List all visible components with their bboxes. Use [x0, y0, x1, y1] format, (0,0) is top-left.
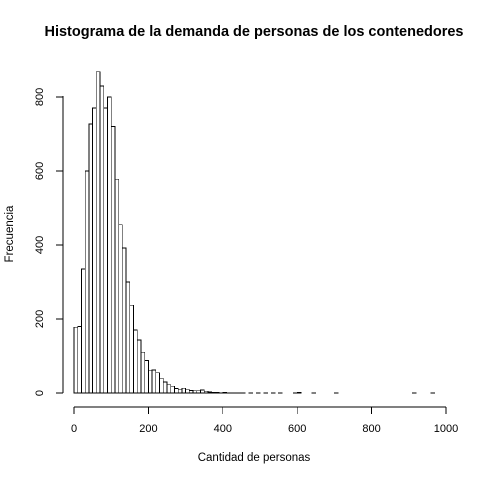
- histogram-bar-1: [77, 326, 82, 394]
- histogram-bar-33: [196, 390, 201, 394]
- x-tick-label-0: 0: [71, 423, 77, 435]
- histogram-bar-20: [148, 370, 153, 394]
- histogram-bar-15: [129, 304, 134, 394]
- histogram-bar-40: [222, 391, 227, 394]
- histogram-bar-36: [207, 391, 213, 394]
- histogram-bar-10: [110, 126, 116, 394]
- y-axis-label: Frecuencia: [4, 205, 16, 262]
- y-axis-ticks: 0 200 400 600 800: [34, 88, 63, 396]
- histogram-bar-7: [99, 85, 105, 394]
- histogram-bar-28: [177, 388, 183, 394]
- x-tick-label-5: 1000: [434, 423, 458, 435]
- histogram-bar-18: [140, 351, 146, 394]
- histogram-bar-16: [133, 329, 138, 394]
- x-axis-ticks: 0 200 400 600 800 1000: [71, 407, 458, 435]
- y-tick-label-2: 400: [34, 236, 46, 254]
- histogram-bars: [73, 71, 436, 394]
- x-tick-label-2: 400: [214, 423, 232, 435]
- histogram-bar-8: [103, 107, 108, 394]
- x-axis-label: Cantidad de personas: [198, 452, 311, 464]
- histogram-bar-4: [88, 123, 93, 394]
- x-tick-label-3: 600: [288, 423, 306, 435]
- histogram-bar-25: [166, 384, 172, 394]
- histogram-bar-24: [162, 381, 168, 394]
- histogram-bar-26: [170, 385, 175, 394]
- histogram-bar-60: [296, 391, 302, 394]
- histogram-bar-21: [151, 369, 157, 394]
- histogram-bar-34: [200, 389, 205, 394]
- histogram-bar-0: [73, 326, 79, 394]
- x-tick-label-4: 800: [362, 423, 380, 435]
- histogram-bar-9: [107, 96, 112, 394]
- histogram-bar-12: [118, 224, 123, 394]
- histogram-bar-14: [125, 281, 131, 394]
- histogram-bar-23: [159, 377, 164, 394]
- y-tick-label-1: 200: [34, 310, 46, 328]
- histogram-bar-35: [203, 390, 209, 394]
- histogram-bar-19: [144, 360, 149, 394]
- histogram-bar-38: [214, 391, 220, 394]
- y-tick-label-0: 0: [34, 390, 46, 396]
- histogram-bar-2: [81, 268, 86, 394]
- histogram-bar-17: [136, 339, 142, 394]
- chart-title: Histograma de la demanda de personas de …: [44, 24, 463, 40]
- histogram-bar-22: [155, 372, 160, 394]
- histogram-bar-5: [92, 107, 97, 394]
- histogram-bar-29: [181, 387, 186, 394]
- histogram-bar-3: [84, 170, 90, 394]
- histogram-bar-6: [95, 71, 101, 394]
- histogram-bar-37: [211, 391, 216, 394]
- y-tick-label-3: 600: [34, 162, 46, 180]
- histogram-bar-31: [188, 390, 194, 394]
- x-tick-label-1: 200: [139, 423, 157, 435]
- histogram-bar-13: [121, 247, 127, 394]
- y-tick-label-4: 800: [34, 88, 46, 106]
- histogram-bar-27: [174, 388, 179, 394]
- histogram-bar-30: [185, 388, 190, 394]
- histogram-bar-11: [114, 178, 120, 394]
- histogram-bar-32: [192, 390, 198, 394]
